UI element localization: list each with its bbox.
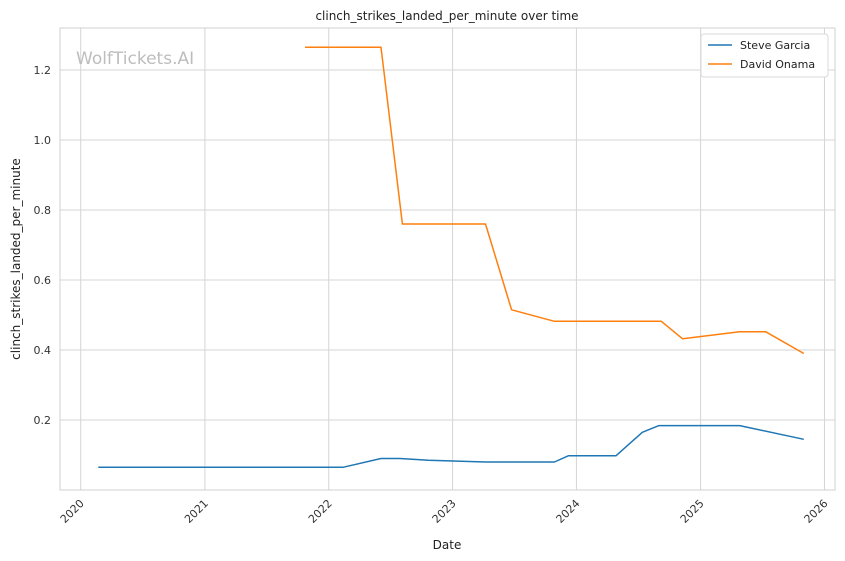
y-tick-labels: 0.2 0.4 0.6 0.8 1.0 1.2 [34,64,52,427]
y-tick-label: 0.2 [34,414,52,427]
y-tick-label: 1.2 [34,64,52,77]
legend-box [700,33,829,78]
legend: Steve Garcia David Onama [700,33,829,78]
legend-label: David Onama [740,58,815,71]
plot-frame [59,27,836,491]
series-lines [98,46,805,469]
y-tick-label: 0.8 [34,204,52,217]
y-axis-label: clinch_strikes_landed_per_minute [9,158,23,360]
x-axis-label: Date [433,538,462,552]
watermark: WolfTickets.AI [76,49,194,69]
y-tick-label: 0.4 [34,344,52,357]
y-tick-label: 0.6 [34,274,52,287]
legend-label: Steve Garcia [740,39,810,52]
y-tick-label: 1.0 [34,134,52,147]
chart-title: clinch_strikes_landed_per_minute over ti… [315,9,578,23]
series-line-1 [305,46,805,355]
series-line-0 [98,424,804,469]
grid [60,28,835,490]
